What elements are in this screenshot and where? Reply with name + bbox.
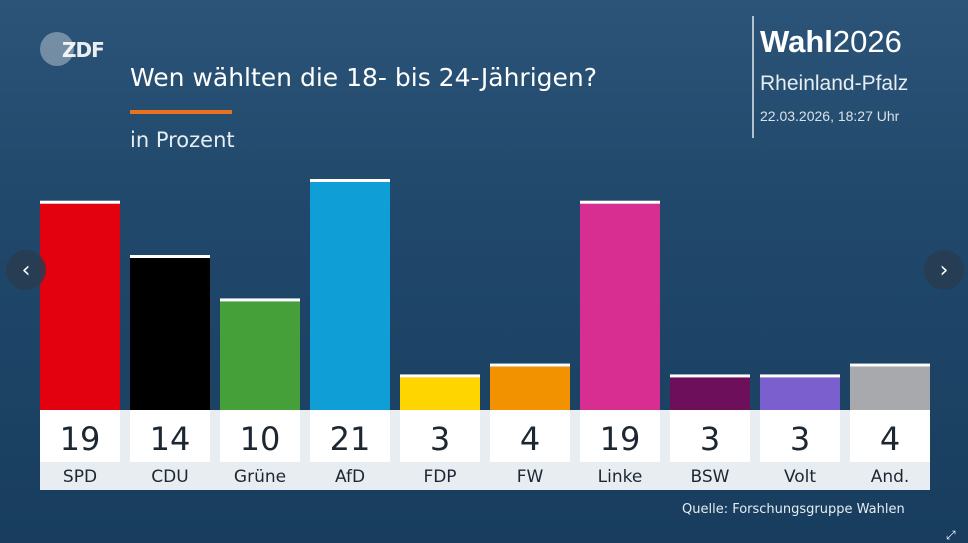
value-row-separator <box>660 410 670 490</box>
bar-cap-fw <box>490 363 570 367</box>
category-label-fdp: FDP <box>423 467 456 487</box>
category-label-linke: Linke <box>598 467 643 487</box>
category-label-grüne: Grüne <box>234 467 286 487</box>
zdf-logo: ZDF <box>40 32 105 68</box>
bar-cap-cdu <box>130 255 210 258</box>
bar-spd <box>40 203 120 410</box>
bar-afd <box>310 182 390 410</box>
value-label-bsw: 3 <box>700 420 720 458</box>
value-box-linke <box>580 410 660 462</box>
brand-divider <box>752 16 754 138</box>
category-label-volt: Volt <box>784 467 816 487</box>
bar-cap-linke <box>580 200 660 204</box>
value-row-separator <box>840 410 850 490</box>
bar-bsw <box>670 377 750 410</box>
category-label-fw: FW <box>517 467 544 487</box>
category-box-volt <box>760 462 840 490</box>
chart-subtitle: in Prozent <box>130 128 235 152</box>
value-row-separator <box>480 410 490 490</box>
election-brand: Wahl2026 <box>760 24 902 60</box>
value-label-fw: 4 <box>520 420 540 458</box>
value-box-fw <box>490 410 570 462</box>
bar-cap-grüne <box>220 298 300 302</box>
bar-cap-and <box>850 363 930 367</box>
value-label-grüne: 10 <box>240 420 281 458</box>
category-box-grüne <box>220 462 300 490</box>
bar-and <box>850 366 930 410</box>
value-row-separator <box>570 410 580 490</box>
bar-fdp <box>400 377 480 410</box>
zdf-logo-disc <box>40 32 74 66</box>
chevron-right-icon[interactable]: › <box>924 250 964 290</box>
bar-linke <box>580 203 660 410</box>
bar-cap-spd <box>40 200 120 204</box>
category-box-bsw <box>670 462 750 490</box>
value-row-separator <box>210 410 220 490</box>
category-box-cdu <box>130 462 210 490</box>
chart-title: Wen wählten die 18- bis 24-Jährigen? <box>130 63 598 92</box>
value-box-fdp <box>400 410 480 462</box>
brand-name: Wahl <box>760 24 833 59</box>
bar-fw <box>490 366 570 410</box>
value-label-cdu: 14 <box>150 420 191 458</box>
bar-cap-volt <box>760 374 840 378</box>
value-box-afd <box>310 410 390 462</box>
value-box-spd <box>40 410 120 462</box>
value-box-cdu <box>130 410 210 462</box>
category-box-fw <box>490 462 570 490</box>
bar-volt <box>760 377 840 410</box>
expand-icon[interactable]: ⤢ <box>946 528 956 542</box>
election-timestamp: 22.03.2026, 18:27 Uhr <box>760 108 900 124</box>
source-note: Quelle: Forschungsgruppe Wahlen <box>682 502 905 517</box>
category-label-afd: AfD <box>335 467 365 487</box>
value-box-and <box>850 410 930 462</box>
bar-cap-fdp <box>400 374 480 378</box>
zdf-logo-text: ZDF <box>62 38 105 62</box>
election-region: Rheinland-Pfalz <box>760 72 909 95</box>
value-row-separator <box>300 410 310 490</box>
category-box-linke <box>580 462 660 490</box>
value-label-linke: 19 <box>600 420 641 458</box>
value-box-volt <box>760 410 840 462</box>
value-label-afd: 21 <box>330 420 371 458</box>
bar-cdu <box>130 258 210 410</box>
value-label-and: 4 <box>880 420 900 458</box>
category-label-bsw: BSW <box>691 467 730 487</box>
category-label-and: And. <box>871 467 910 487</box>
value-box-bsw <box>670 410 750 462</box>
bar-cap-afd <box>310 179 390 182</box>
category-box-fdp <box>400 462 480 490</box>
value-label-fdp: 3 <box>430 420 450 458</box>
value-label-spd: 19 <box>60 420 101 458</box>
category-label-spd: SPD <box>63 467 97 487</box>
title-underline <box>130 110 232 114</box>
value-row-separator <box>750 410 760 490</box>
value-row-separator <box>120 410 130 490</box>
category-box-and <box>850 462 930 490</box>
brand-year: 2026 <box>832 24 902 59</box>
value-box-grüne <box>220 410 300 462</box>
category-box-afd <box>310 462 390 490</box>
bar-grüne <box>220 301 300 410</box>
value-label-volt: 3 <box>790 420 810 458</box>
category-box-spd <box>40 462 120 490</box>
value-row-separator <box>390 410 400 490</box>
chevron-left-icon[interactable]: ‹ <box>6 250 46 290</box>
bar-cap-bsw <box>670 374 750 378</box>
category-label-cdu: CDU <box>151 467 188 487</box>
